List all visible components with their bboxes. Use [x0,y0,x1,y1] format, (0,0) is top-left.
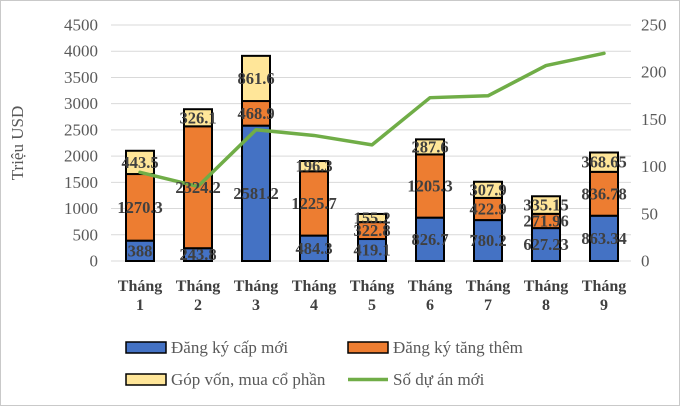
bar-data-label: 826.7 [411,230,448,249]
x-axis-label: Tháng [350,278,394,295]
bar-segment [125,173,155,242]
y-axis-right-tick: 100 [641,157,667,176]
y-axis-right-tick: 0 [641,252,650,271]
y-axis-left-tick: 1000 [64,199,98,218]
bar-data-label: 243.8 [179,245,216,264]
bar-data-label: 155.2 [353,209,390,228]
bar-data-label: 322.8 [353,221,390,240]
bar-segment [299,170,329,237]
y-axis-right-tick: 250 [641,16,667,35]
bar-data-label: 2324.2 [175,178,220,197]
bar-data-label: 419.1 [353,241,390,260]
y-axis-left-tick: 1500 [64,173,98,192]
y-axis-left-tick: 2000 [64,147,98,166]
x-axis-label: Tháng [408,278,452,295]
bar-data-label: 443.5 [121,153,158,172]
bar-data-label: 196.3 [295,157,332,176]
y-axis-right-tick: 150 [641,110,667,129]
x-axis-label: Tháng [466,278,510,295]
bar-segment [183,108,213,128]
bar-data-label: 484.3 [295,239,332,258]
bar-segment [473,180,503,199]
y-axis-left-tick: 3500 [64,68,98,87]
x-axis-label-number: 7 [484,297,492,314]
x-axis-label-number: 2 [194,297,202,314]
legend-label-4: Số dự án mới [393,370,485,389]
y-axis-left-tick: 3000 [64,94,98,113]
bar-segment [415,138,445,156]
legend-swatch-3 [125,373,167,386]
legend-label-1: Đăng ký cấp mới [171,338,288,357]
x-axis-label-number: 9 [600,297,608,314]
x-axis-label-number: 5 [368,297,376,314]
x-axis-label: Tháng [582,278,626,295]
bar-segment [531,195,561,215]
x-axis-label: Tháng [234,278,278,295]
bar-data-label: 422.9 [469,199,506,218]
bar-data-label: 271.96 [523,211,568,230]
bar-data-label: 307.9 [469,180,506,199]
bar-segment [299,160,329,173]
bar-segment [415,153,445,219]
bar-data-label: 287.6 [411,137,448,156]
bar-data-label: 1205.3 [407,177,452,196]
bar-data-label: 388 [128,241,153,260]
x-axis-label-number: 4 [310,297,318,314]
x-axis-label-number: 3 [252,297,260,314]
bar-data-label: 468.9 [237,104,274,123]
legend-swatch-2 [347,341,389,354]
legend-swatch-1 [125,341,167,354]
bar-data-label: 368.65 [581,153,626,172]
bar-data-label: 2581.2 [233,184,278,203]
bar-data-label: 627.23 [523,235,568,254]
bar-data-label: 335.15 [523,196,568,215]
y-axis-right-tick: 200 [641,63,667,82]
x-axis-label-number: 8 [542,297,550,314]
y-axis-left-tick: 4500 [64,16,98,35]
bar-data-label: 836.78 [581,184,626,203]
x-axis-label: Tháng [292,278,336,295]
bar-data-label: 1270.3 [117,198,162,217]
line-series [138,51,606,189]
y-axis-left-tick: 2500 [64,120,98,139]
x-axis-label-number: 6 [426,297,434,314]
bar-data-label: 780.2 [469,231,506,250]
legend-label-2: Đăng ký tăng thêm [393,338,523,357]
y-axis-right-tick: 50 [641,204,658,223]
bar-data-label: 863.34 [581,229,626,248]
bar-segment [241,124,271,262]
bar-segment [589,151,619,173]
y-axis-title: Triệu USD [8,106,27,180]
x-axis-label: Tháng [176,278,220,295]
bar-data-label: 326.1 [179,108,216,127]
y-axis-left-tick: 500 [73,225,99,244]
y-axis-left-tick: 4000 [64,42,98,61]
legend-label-3: Góp vốn, mua cổ phần [171,370,326,389]
bar-segment [357,212,387,224]
x-axis-label: Tháng [118,278,162,295]
bar-data-label: 861.6 [237,69,274,88]
x-axis-label: Tháng [524,278,568,295]
bar-data-label: 1225.7 [291,194,336,213]
bar-segment [241,54,271,103]
x-axis-label-number: 1 [136,297,144,314]
y-axis-left-tick: 0 [90,252,99,271]
